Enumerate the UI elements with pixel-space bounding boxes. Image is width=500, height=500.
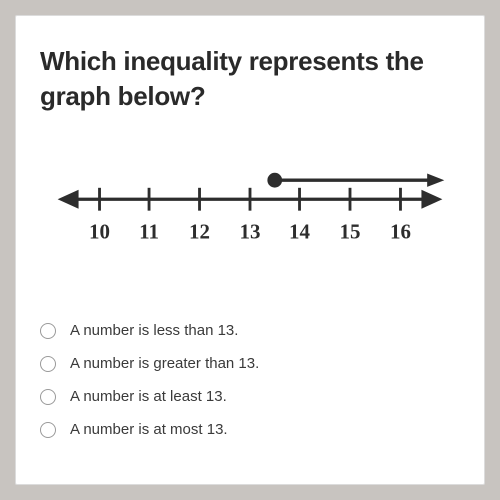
question-title: Which inequality represents the graph be…: [40, 44, 460, 114]
option-label: A number is less than 13.: [70, 322, 238, 339]
options-list: A number is less than 13. A number is gr…: [40, 314, 460, 446]
option-label: A number is greater than 13.: [70, 355, 259, 372]
radio-icon: [40, 323, 56, 339]
radio-icon: [40, 356, 56, 372]
option-label: A number is at most 13.: [70, 421, 228, 438]
option-row[interactable]: A number is at most 13.: [40, 413, 460, 446]
tick-label: 16: [390, 219, 411, 243]
tick-label: 10: [89, 219, 110, 243]
option-row[interactable]: A number is less than 13.: [40, 314, 460, 347]
tick-label: 11: [139, 219, 159, 243]
option-row[interactable]: A number is at least 13.: [40, 380, 460, 413]
radio-icon: [40, 389, 56, 405]
question-card: Which inequality represents the graph be…: [15, 15, 485, 485]
radio-icon: [40, 422, 56, 438]
number-line-container: 10 11 12 13 14 15 16: [40, 154, 460, 254]
option-row[interactable]: A number is greater than 13.: [40, 347, 460, 380]
tick-label: 15: [340, 219, 361, 243]
tick-label: 14: [289, 219, 310, 243]
number-line-graph: 10 11 12 13 14 15 16: [50, 154, 450, 254]
tick-label: 12: [189, 219, 210, 243]
option-label: A number is at least 13.: [70, 388, 227, 405]
tick-label: 13: [240, 219, 261, 243]
